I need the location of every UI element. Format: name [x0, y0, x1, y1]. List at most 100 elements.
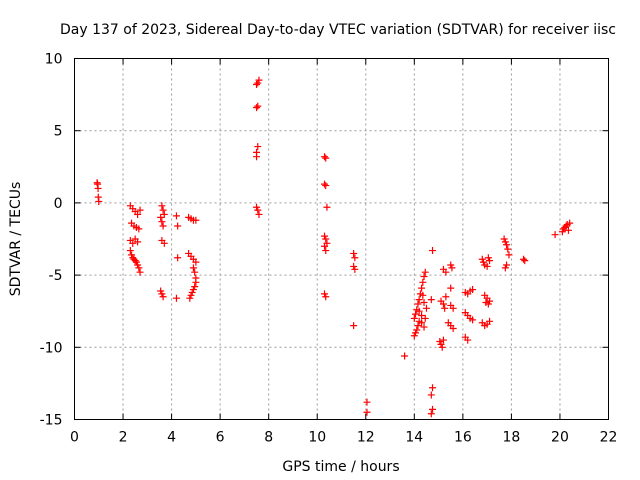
x-tick-labels: 0 2 4 6 8 10 12 14 16 18 20 22 [70, 430, 617, 446]
data-point [191, 268, 199, 276]
data-point [418, 312, 426, 320]
data-point [486, 317, 494, 325]
data-point [415, 296, 423, 304]
x-tick-label: 10 [308, 430, 326, 446]
data-point [126, 247, 134, 255]
data-point [253, 80, 261, 88]
data-point [322, 235, 330, 243]
data-point [566, 219, 574, 227]
data-point [159, 222, 167, 230]
y-tick-label: -5 [49, 268, 63, 284]
data-point [129, 239, 137, 247]
data-point [254, 102, 262, 110]
data-point [427, 296, 435, 304]
data-point [254, 206, 262, 214]
data-point [483, 262, 491, 270]
data-point [562, 222, 570, 230]
data-point [469, 286, 477, 294]
y-axis-label: SDTVAR / TECUs [8, 182, 24, 297]
data-point [95, 197, 103, 205]
data-point [134, 238, 142, 246]
data-point [422, 304, 430, 312]
data-point [255, 210, 263, 218]
data-point [351, 265, 359, 273]
data-point [503, 241, 511, 249]
x-tick-label: 12 [357, 430, 375, 446]
data-point [136, 268, 144, 276]
data-point [429, 247, 437, 255]
data-point [486, 257, 494, 265]
data-point [505, 251, 513, 259]
data-point [363, 408, 371, 416]
chart-title: Day 137 of 2023, Sidereal Day-to-day VTE… [60, 22, 616, 38]
y-tick-label: 0 [54, 196, 63, 212]
data-point [322, 293, 330, 301]
x-tick-label: 8 [264, 430, 273, 446]
data-point [254, 143, 262, 151]
data-point [429, 405, 437, 413]
data-point [418, 284, 426, 292]
data-point [439, 300, 447, 308]
x-tick-label: 22 [600, 430, 618, 446]
data-point [410, 314, 418, 322]
data-point [363, 398, 371, 406]
y-tick-label: 10 [45, 52, 63, 68]
data-point [551, 231, 559, 239]
data-point [419, 278, 427, 286]
data-point [420, 323, 428, 331]
data-point [189, 264, 197, 272]
data-point [418, 319, 426, 327]
data-point [448, 264, 456, 272]
data-point [449, 325, 457, 333]
y-tick-label: -15 [40, 413, 63, 429]
data-point [414, 322, 422, 330]
data-point [174, 254, 182, 262]
data-point [504, 245, 512, 253]
y-tick-label: -10 [40, 340, 63, 356]
data-point [427, 391, 435, 399]
y-tick-label: 5 [54, 124, 63, 140]
data-points [93, 76, 574, 418]
data-point [323, 203, 331, 211]
data-point [420, 299, 428, 307]
data-point [253, 104, 261, 112]
x-tick-label: 18 [502, 430, 520, 446]
grid-layer [74, 58, 609, 420]
data-point [93, 179, 101, 187]
data-point [158, 202, 166, 210]
data-point [412, 310, 420, 318]
data-point [439, 336, 447, 344]
data-point [172, 212, 180, 220]
data-point [441, 304, 449, 312]
data-point [253, 153, 261, 161]
data-point [255, 76, 263, 84]
data-point [413, 326, 421, 334]
data-point [447, 284, 455, 292]
data-point [192, 216, 200, 224]
x-tick-label: 14 [405, 430, 423, 446]
data-point [157, 213, 165, 221]
x-tick-label: 6 [216, 430, 225, 446]
y-tick-labels: 10 5 0 -5 -10 -15 [40, 52, 63, 429]
data-point [444, 319, 452, 327]
data-point [135, 264, 143, 272]
data-point [192, 258, 200, 266]
data-point [322, 182, 330, 190]
data-point [160, 239, 168, 247]
data-point [427, 410, 435, 418]
data-point [159, 293, 167, 301]
data-point [350, 249, 358, 257]
data-point [351, 254, 359, 262]
x-tick-label: 2 [119, 430, 128, 446]
data-point [429, 384, 437, 392]
data-point [322, 247, 330, 255]
x-axis-label: GPS time / hours [282, 459, 399, 475]
data-point [321, 180, 329, 188]
data-point [160, 210, 168, 218]
data-point [442, 268, 450, 276]
data-point [501, 264, 509, 272]
data-point [564, 226, 572, 234]
data-point [136, 206, 144, 214]
data-point [420, 273, 428, 281]
